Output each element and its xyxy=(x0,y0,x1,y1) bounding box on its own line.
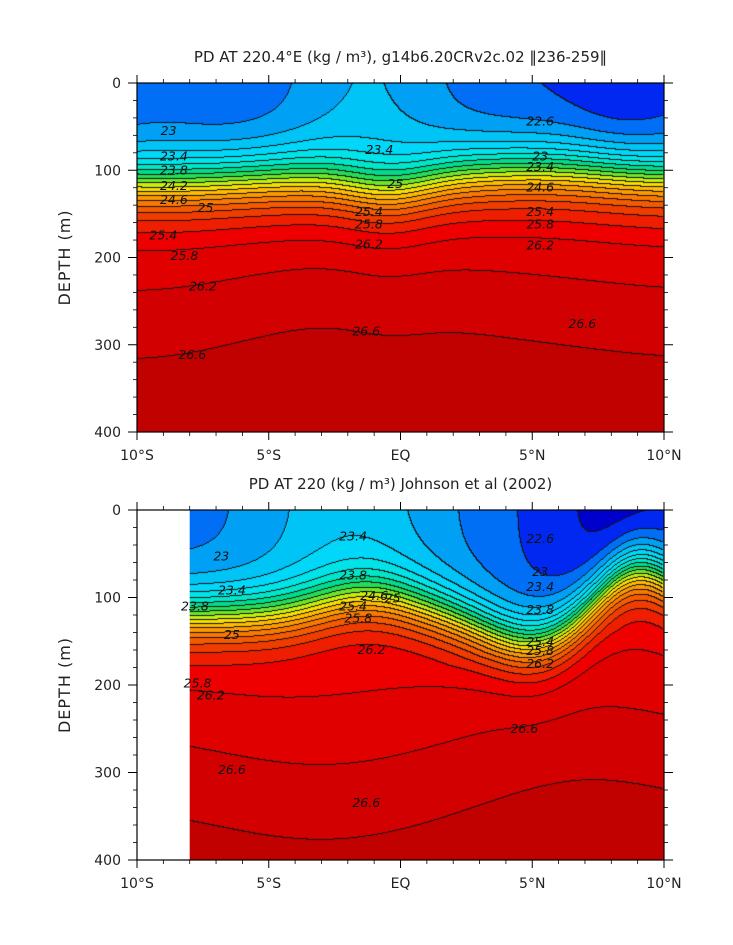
y-tick-label: 400 xyxy=(94,853,121,869)
x-tick-label: 5°S xyxy=(256,448,281,464)
contour-label: 23.8 xyxy=(526,602,554,617)
contour-label: 25.8 xyxy=(355,216,383,231)
contour-label: 25.4 xyxy=(149,228,177,243)
y-axis-label: DEPTH (m) xyxy=(55,637,74,733)
contour-label: 25.8 xyxy=(526,216,554,231)
contour-label: 26.6 xyxy=(510,721,538,736)
contour-label: 24.2 xyxy=(160,178,188,193)
contour-label: 25.8 xyxy=(526,643,554,658)
x-tick-label: 5°S xyxy=(256,876,281,892)
y-tick-label: 400 xyxy=(94,425,121,441)
contour-label: 22.6 xyxy=(526,113,554,128)
y-tick-label: 200 xyxy=(94,251,121,267)
x-tick-label: 10°S xyxy=(120,448,154,464)
contour-label: 25.4 xyxy=(526,204,554,219)
contour-label: 26.6 xyxy=(568,316,596,331)
panel-bottom: 2323.423.82525.826.226.626.626.623.423.8… xyxy=(55,475,682,892)
contour-label: 23 xyxy=(532,148,548,163)
chart-title: PD AT 220 (kg / m³) Johnson et al (2002) xyxy=(249,475,552,493)
contour-label: 23.8 xyxy=(160,162,188,177)
x-tick-label: EQ xyxy=(391,876,411,892)
contour-label: 22.6 xyxy=(526,531,554,546)
contour-label: 26.6 xyxy=(352,324,380,339)
contour-label: 25.4 xyxy=(339,598,367,613)
contour-label: 25 xyxy=(385,590,401,605)
contour-label: 23.4 xyxy=(218,583,246,598)
x-tick-label: 10°N xyxy=(646,876,681,892)
contour-label: 25.8 xyxy=(344,611,372,626)
contour-label: 23.4 xyxy=(526,579,554,594)
y-tick-label: 200 xyxy=(94,678,121,694)
x-tick-label: 5°N xyxy=(519,448,545,464)
contour-label: 25.4 xyxy=(526,634,554,649)
y-tick-label: 0 xyxy=(112,76,121,92)
contour-label: 23.8 xyxy=(181,598,209,613)
x-tick-label: 10°S xyxy=(120,876,154,892)
density-field xyxy=(189,510,664,860)
contour-label: 25 xyxy=(198,200,214,215)
density-field xyxy=(137,83,664,432)
contour-label: 26.2 xyxy=(189,278,217,293)
contour-label: 26.2 xyxy=(526,656,554,671)
contour-label: 25 xyxy=(224,627,240,642)
contour-label: 24.6 xyxy=(360,588,388,603)
contour-label: 26.6 xyxy=(352,795,380,810)
y-axis-label: DEPTH (m) xyxy=(55,209,74,305)
contour-label: 23 xyxy=(532,564,548,579)
y-tick-label: 0 xyxy=(112,503,121,519)
chart-title: PD AT 220.4°E (kg / m³), g14b6.20CRv2c.0… xyxy=(194,48,607,66)
contour-label: 26.2 xyxy=(358,642,386,657)
contour-label: 25.8 xyxy=(171,248,199,263)
contour-label: 26.2 xyxy=(197,688,225,703)
contour-label: 25.8 xyxy=(184,675,212,690)
y-tick-label: 300 xyxy=(94,766,121,782)
contour-label: 23.4 xyxy=(160,148,188,163)
contour-label: 23.4 xyxy=(526,159,554,174)
contour-label: 26.2 xyxy=(355,236,383,251)
x-tick-label: EQ xyxy=(391,448,411,464)
contour-label: 25 xyxy=(387,176,403,191)
contour-label: 23.4 xyxy=(365,142,393,157)
contour-label: 23.4 xyxy=(339,528,367,543)
contour-label: 24.6 xyxy=(526,180,554,195)
contour-label: 24.6 xyxy=(160,192,188,207)
y-tick-label: 100 xyxy=(94,591,121,607)
x-tick-label: 10°N xyxy=(646,448,681,464)
y-tick-label: 100 xyxy=(94,163,121,179)
contour-label: 23 xyxy=(213,548,229,563)
contour-label: 26.6 xyxy=(218,762,246,777)
y-tick-label: 300 xyxy=(94,338,121,354)
contour-label: 23.8 xyxy=(339,568,367,583)
x-tick-label: 5°N xyxy=(519,876,545,892)
contour-label: 26.2 xyxy=(526,237,554,252)
contour-label: 26.6 xyxy=(178,347,206,362)
contour-label: 23 xyxy=(161,123,177,138)
contour-label: 25.4 xyxy=(355,204,383,219)
panel-top: 2323.423.824.224.62525.425.826.226.626.6… xyxy=(55,48,682,464)
